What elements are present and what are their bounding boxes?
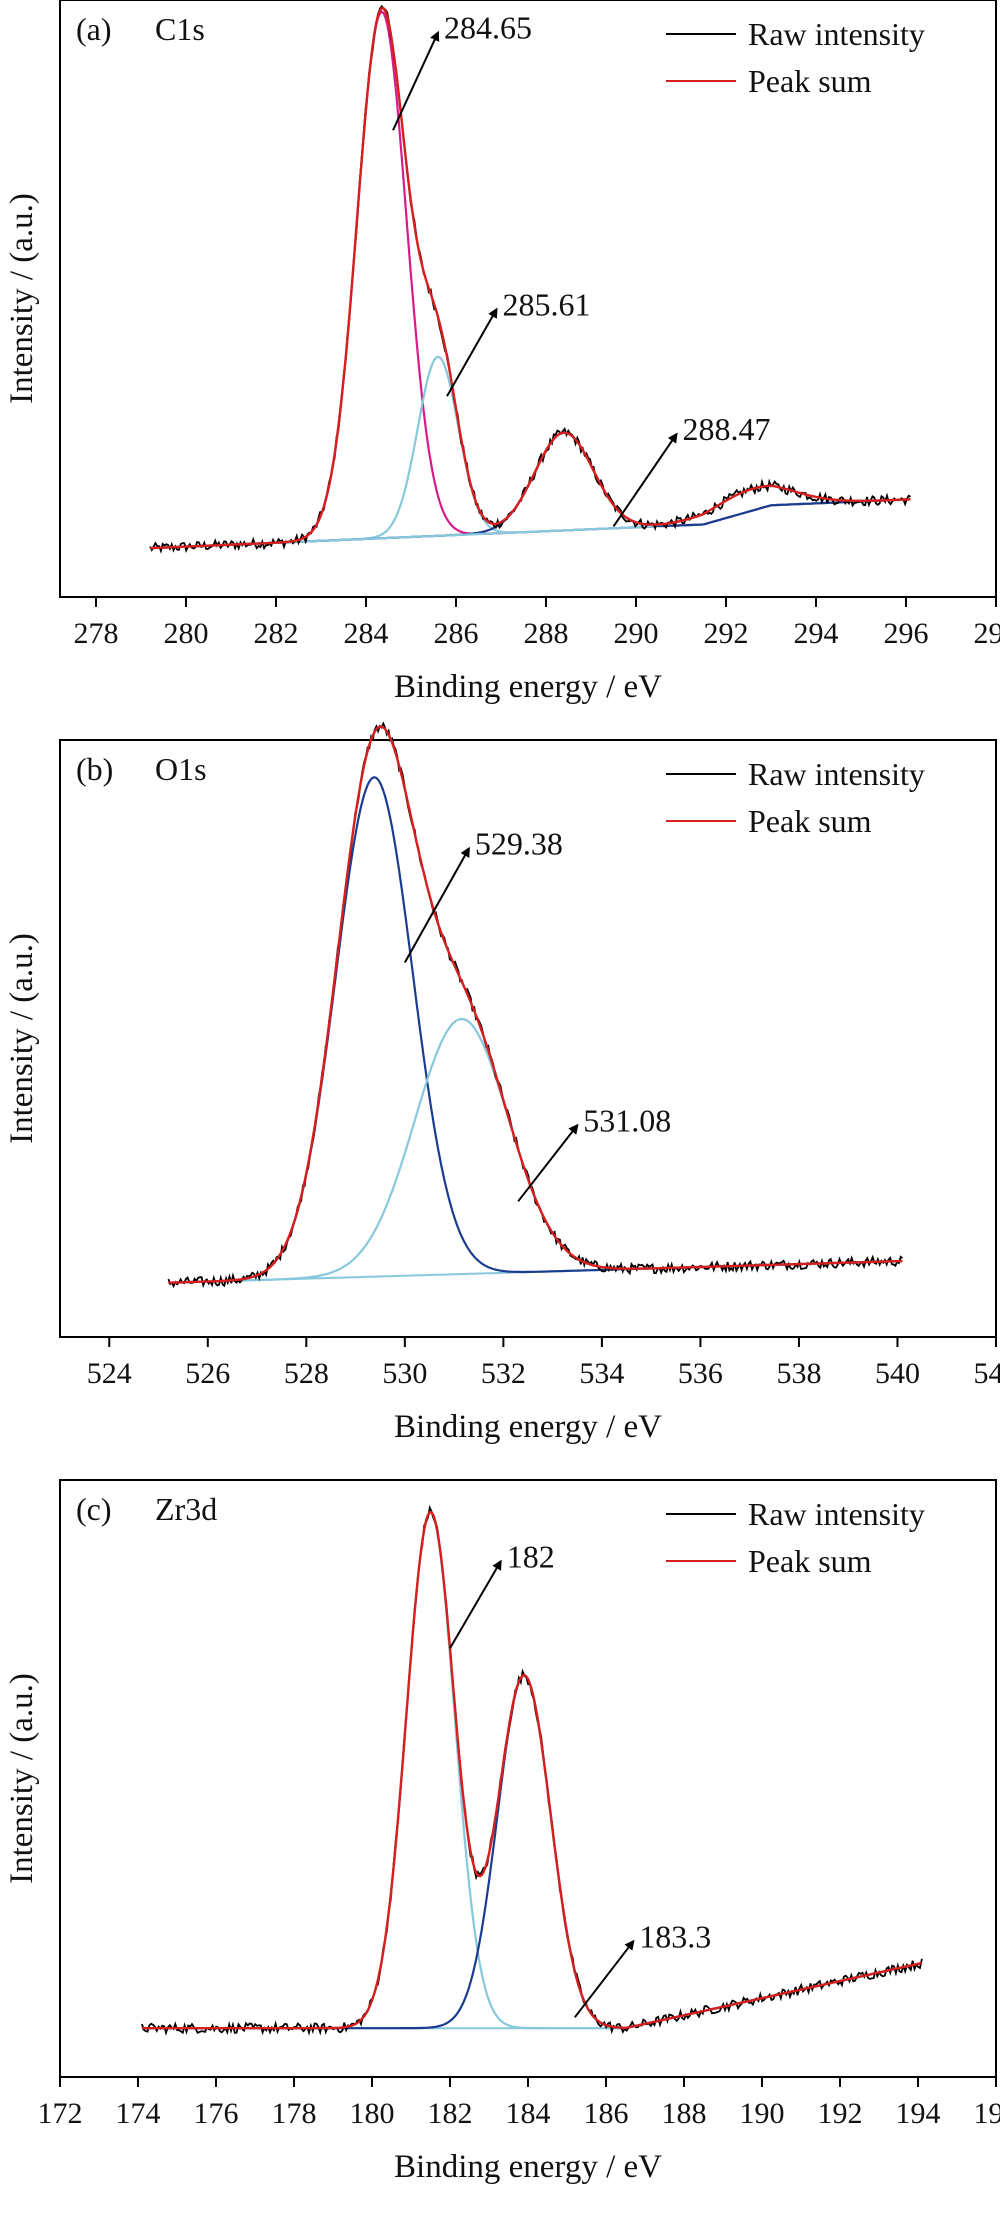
- panel-label: (b): [76, 751, 113, 787]
- x-tick-label: 530: [382, 1357, 427, 1390]
- x-tick-label: 176: [194, 2097, 239, 2130]
- y-axis-title: Intensity / (a.u.): [4, 1673, 40, 1884]
- panel-title: O1s: [155, 751, 207, 787]
- x-tick-label: 292: [704, 617, 749, 650]
- legend-entry: Raw intensity: [748, 16, 925, 52]
- y-axis-title: Intensity / (a.u.): [4, 193, 40, 404]
- panel-title: Zr3d: [155, 1491, 217, 1527]
- plot-frame: [59, 739, 997, 1338]
- component-peak-2: [141, 1674, 923, 2030]
- annotation-label: 182: [507, 1538, 555, 1574]
- raw-intensity-curve: [141, 1504, 923, 2036]
- panel-label: (c): [76, 1491, 112, 1527]
- peak-sum-curve: [141, 1510, 923, 2030]
- annotation-arrow: [517, 1123, 579, 1202]
- x-tick-label: 294: [794, 617, 839, 650]
- y-axis-title: Intensity / (a.u.): [4, 933, 40, 1144]
- x-tick-label: 542: [974, 1357, 1000, 1390]
- annotation-label: 288.47: [683, 411, 771, 447]
- x-tick-label: 528: [284, 1357, 329, 1390]
- x-tick-label: 282: [254, 617, 299, 650]
- legend-entry: Raw intensity: [748, 1496, 925, 1532]
- x-tick-label: 278: [74, 617, 119, 650]
- annotation-arrow: [449, 1559, 502, 1649]
- x-tick-label: 296: [884, 617, 929, 650]
- component-peak-2: [168, 1017, 903, 1284]
- legend-entry: Peak sum: [748, 63, 872, 99]
- annotation-arrow: [612, 432, 678, 528]
- x-tick-label: 532: [481, 1357, 526, 1390]
- x-tick-label: 290: [614, 617, 659, 650]
- x-tick-label: 178: [272, 2097, 317, 2130]
- panel-title: C1s: [155, 11, 205, 47]
- legend-entry: Raw intensity: [748, 756, 925, 792]
- x-tick-label: 194: [896, 2097, 941, 2130]
- background-curve: [149, 498, 911, 550]
- annotation-arrow: [574, 1939, 635, 2018]
- x-tick-label: 284: [344, 617, 389, 650]
- x-axis-title: Binding energy / eV: [394, 669, 662, 705]
- panel-2: 524 526 528 530 532 534 536 538 540 542 Binding en…: [4, 721, 1000, 1445]
- x-tick-label: 192: [818, 2097, 863, 2130]
- x-tick-label: 180: [350, 2097, 395, 2130]
- peak-sum-curve: [149, 6, 911, 550]
- panel-1: 278 280 282 284 286 288 290 292 294 296 298 Binding…: [4, 0, 1000, 705]
- x-tick-label: 184: [506, 2097, 551, 2130]
- x-tick-label: 174: [116, 2097, 161, 2130]
- annotation-arrow: [403, 846, 470, 964]
- x-tick-label: 190: [740, 2097, 785, 2130]
- annotation-label: 285.61: [503, 286, 591, 322]
- plot-frame: [59, 0, 997, 598]
- x-tick-label: 286: [434, 617, 479, 650]
- x-tick-label: 196: [974, 2097, 1000, 2130]
- component-peak-2: [149, 355, 911, 550]
- x-tick-label: 280: [164, 617, 209, 650]
- x-tick-label: 188: [662, 2097, 707, 2130]
- annotation-arrow: [392, 30, 440, 131]
- x-tick-label: 524: [87, 1357, 132, 1390]
- x-tick-label: 536: [678, 1357, 723, 1390]
- x-tick-label: 534: [579, 1357, 624, 1390]
- x-axis-title: Binding energy / eV: [394, 1409, 662, 1445]
- background-curve: [141, 1962, 923, 2030]
- annotation-arrow: [446, 307, 498, 397]
- x-tick-label: 538: [776, 1357, 821, 1390]
- x-tick-label: 288: [524, 617, 569, 650]
- x-axis-title: Binding energy / eV: [394, 2149, 662, 2185]
- legend-entry: Peak sum: [748, 1543, 872, 1579]
- x-tick-label: 182: [428, 2097, 473, 2130]
- x-tick-label: 186: [584, 2097, 629, 2130]
- x-tick-label: 540: [875, 1357, 920, 1390]
- annotation-label: 284.65: [444, 10, 532, 46]
- raw-intensity-curve: [167, 721, 903, 1289]
- peak-sum-curve: [168, 725, 903, 1284]
- panel-3: 172 174 176 178 180 182 184 186 188 190 192 194 196 B…: [4, 1479, 1000, 2185]
- annotation-label: 529.38: [475, 826, 563, 862]
- x-tick-label: 298: [974, 617, 1000, 650]
- x-tick-label: 526: [185, 1357, 230, 1390]
- x-tick-label: 172: [38, 2097, 83, 2130]
- annotation-label: 531.08: [583, 1102, 671, 1138]
- panel-label: (a): [76, 11, 112, 47]
- component-peak-1: [141, 1511, 923, 2030]
- legend-entry: Peak sum: [748, 803, 872, 839]
- annotation-label: 183.3: [639, 1918, 711, 1954]
